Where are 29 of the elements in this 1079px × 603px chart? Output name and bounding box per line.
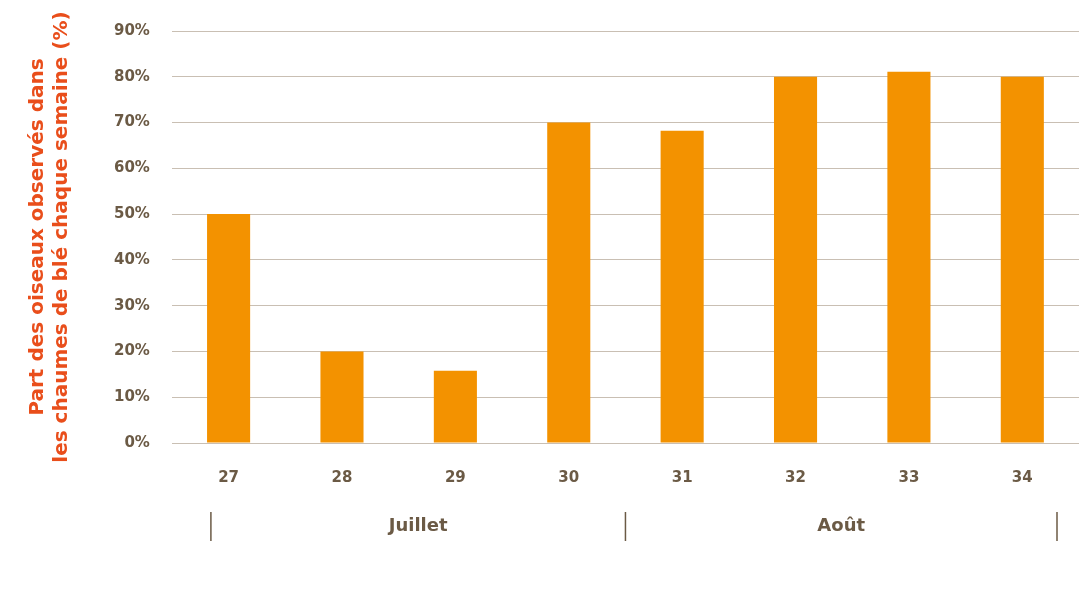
x-tick-label: 31 <box>671 467 693 486</box>
y-tick-label: 50% <box>114 204 150 222</box>
y-tick-label: 30% <box>114 295 150 314</box>
y-tick-label: 90% <box>114 20 150 39</box>
x-tick-label: 27 <box>218 467 240 486</box>
y-tick-label: 40% <box>114 249 150 268</box>
y-tick-label: 70% <box>114 112 150 131</box>
x-tick-label: 30 <box>558 467 580 486</box>
x-tick-label: 34 <box>1011 467 1033 486</box>
y-tick-label: 20% <box>114 341 150 360</box>
bar <box>320 351 364 443</box>
y-tick-label: 60% <box>114 158 150 177</box>
x-tick-label: 33 <box>898 467 920 486</box>
bar <box>660 130 704 443</box>
y-axis-title: Part des oiseaux observés dans les chaumes de blé chaque semaine (%) <box>24 11 73 463</box>
bar <box>1000 76 1044 443</box>
x-tick-label: 32 <box>785 467 806 486</box>
bar <box>547 122 591 443</box>
bar <box>433 370 477 443</box>
bar <box>887 71 931 443</box>
text: Août <box>817 513 866 535</box>
y-tick-label: 80% <box>114 66 150 85</box>
x-tick-label: 29 <box>444 467 466 486</box>
bar <box>207 214 251 443</box>
y-tick-label: 0% <box>124 432 150 451</box>
text: Juillet <box>386 513 448 535</box>
bar <box>773 76 818 443</box>
x-tick-label: 28 <box>331 467 353 486</box>
y-tick-label: 10% <box>114 387 150 406</box>
